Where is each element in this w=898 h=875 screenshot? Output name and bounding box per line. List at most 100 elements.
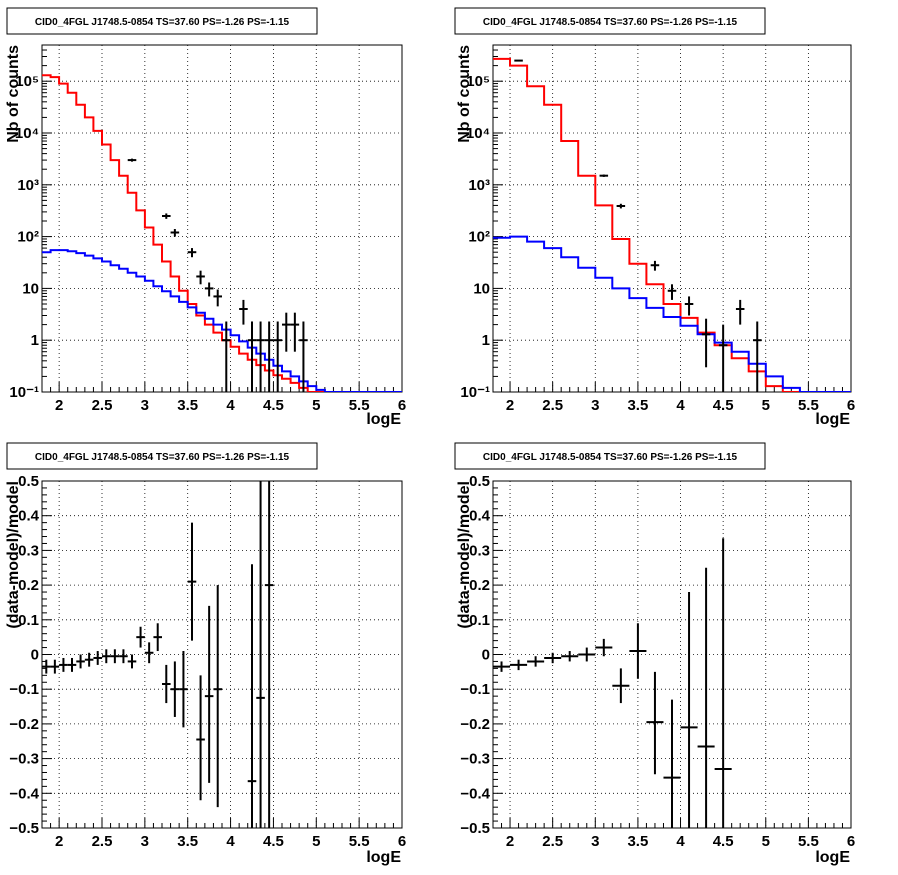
y-tick-label: 10 (473, 280, 490, 297)
data-point (170, 229, 180, 237)
x-axis-label: logE (815, 411, 850, 428)
y-tick-label: 10⁴ (15, 125, 39, 142)
source-model-line (42, 249, 402, 392)
series-group (42, 481, 274, 828)
x-tick-label: 4.5 (713, 397, 734, 414)
x-tick-label: 2 (506, 397, 514, 414)
data-point (204, 282, 214, 297)
y-tick-label: −0.1 (9, 681, 39, 698)
y-tick-label: 10³ (17, 177, 39, 194)
data-point (59, 657, 68, 672)
y-tick-label: −0.5 (9, 820, 39, 837)
chart-panel-1: CID0_4FGL J1748.5-0854 TS=37.60 PS=-1.26… (5, 7, 406, 428)
x-axis (41, 382, 403, 392)
x-tick-label: 6 (398, 833, 406, 850)
data-point (93, 651, 102, 665)
x-tick-label: 3 (141, 833, 149, 850)
y-tick-label: 10³ (468, 177, 490, 194)
x-tick-label: 5.5 (349, 397, 370, 414)
data-point (50, 659, 60, 674)
data-point (650, 260, 660, 271)
x-tick-label: 3.5 (627, 397, 648, 414)
chart-panel-4: CID0_4FGL J1748.5-0854 TS=37.60 PS=-1.26… (454, 442, 855, 866)
data-point (67, 657, 77, 672)
y-tick-label: 0.4 (469, 508, 491, 525)
data-point (213, 289, 222, 307)
x-axis (41, 818, 403, 828)
data-point (697, 567, 715, 828)
data-point (179, 651, 188, 728)
x-tick-label: 2.5 (542, 397, 563, 414)
data-point (264, 481, 274, 828)
x-tick-label: 3 (591, 397, 599, 414)
y-tick-label: 0.2 (18, 577, 39, 594)
x-tick-label: 2 (506, 833, 514, 850)
x-tick-label: 4 (676, 833, 685, 850)
chart-title: CID0_4FGL J1748.5-0854 TS=37.60 PS=-1.26… (483, 452, 738, 463)
y-axis-label: (data-model)/model (5, 481, 22, 629)
data-point (514, 59, 523, 62)
data-point (110, 649, 120, 664)
x-tick-label: 5.5 (798, 397, 819, 414)
data-point (162, 664, 171, 704)
y-tick-label: 10 (22, 280, 39, 297)
x-axis-label: logE (366, 849, 401, 866)
y-tick-label: −0.3 (460, 751, 490, 768)
x-tick-label: 2.5 (92, 397, 113, 414)
y-tick-label: 0.5 (469, 473, 490, 490)
y-axis-label: Nb of counts (5, 45, 22, 143)
data-point (170, 661, 180, 717)
data-point (527, 656, 545, 667)
y-tick-label: 10⁴ (466, 125, 490, 142)
data-point (578, 647, 596, 662)
data-point (136, 626, 145, 648)
y-tick-label: 10⁵ (466, 73, 490, 90)
series-group (493, 538, 732, 828)
grid-lines (493, 45, 851, 392)
y-tick-label: −0.4 (9, 785, 39, 802)
x-tick-label: 2 (55, 397, 63, 414)
data-point (204, 605, 214, 783)
chart-panel-2: CID0_4FGL J1748.5-0854 TS=37.60 PS=-1.26… (454, 7, 855, 428)
y-tick-label: 0 (482, 647, 490, 664)
x-tick-label: 5 (762, 833, 770, 850)
y-tick-label: −0.4 (460, 785, 490, 802)
data-point (144, 642, 154, 664)
chart-title-box: CID0_4FGL J1748.5-0854 TS=37.60 PS=-1.26… (454, 442, 766, 470)
data-point (247, 564, 257, 828)
chart-title: CID0_4FGL J1748.5-0854 TS=37.60 PS=-1.26… (35, 17, 290, 28)
y-tick-label: 0.1 (18, 612, 39, 629)
data-point (247, 321, 257, 392)
chart-title-box: CID0_4FGL J1748.5-0854 TS=37.60 PS=-1.26… (454, 7, 766, 35)
x-tick-label: 2.5 (92, 833, 113, 850)
x-tick-label: 4 (676, 397, 685, 414)
x-tick-label: 4.5 (263, 833, 284, 850)
x-tick-label: 6 (847, 397, 855, 414)
data-point (76, 654, 85, 669)
data-point (663, 699, 681, 828)
data-point (629, 623, 647, 679)
data-point (264, 321, 274, 392)
data-point (256, 321, 265, 392)
data-point (127, 654, 137, 669)
y-tick-label: 0.1 (469, 612, 490, 629)
chart-panel-3: CID0_4FGL J1748.5-0854 TS=37.60 PS=-1.26… (5, 442, 406, 866)
y-tick-label: 0.4 (18, 508, 40, 525)
data-point (162, 213, 171, 219)
y-tick-label: 10⁵ (15, 73, 39, 90)
y-tick-label: 10⁻¹ (460, 384, 490, 401)
data-point (290, 312, 300, 352)
data-point (222, 321, 231, 392)
data-point (493, 661, 511, 672)
y-tick-label: 0 (31, 647, 39, 664)
series-group (42, 74, 402, 392)
x-tick-label: 4 (226, 397, 235, 414)
data-point (735, 299, 745, 325)
y-tick-label: 0.2 (469, 577, 490, 594)
x-tick-label: 3 (141, 397, 149, 414)
x-axis (492, 818, 852, 828)
y-axis (493, 480, 503, 829)
y-tick-label: −0.5 (460, 820, 490, 837)
y-axis-label: Nb of counts (456, 45, 473, 143)
